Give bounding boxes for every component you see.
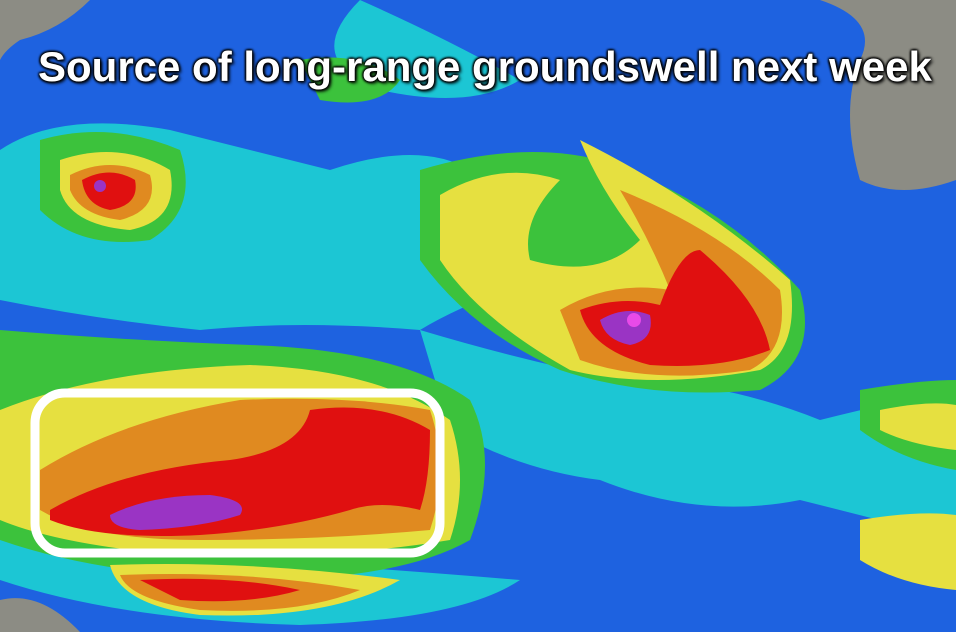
storm-center [627,313,641,327]
land [0,0,90,60]
caption: Source of long-range groundswell next we… [38,43,932,90]
storm-center [94,180,106,192]
extreme-wave-zone [110,495,242,530]
high-wave-zone [880,403,956,450]
land [0,598,80,632]
wave-zone [300,57,400,103]
peak-wave-zone [140,578,300,602]
land [560,0,956,190]
high-wave-zone [860,513,956,590]
highlight-box [30,388,445,558]
peak-wave-zone [82,172,136,210]
mid-wave-zone [420,330,956,540]
